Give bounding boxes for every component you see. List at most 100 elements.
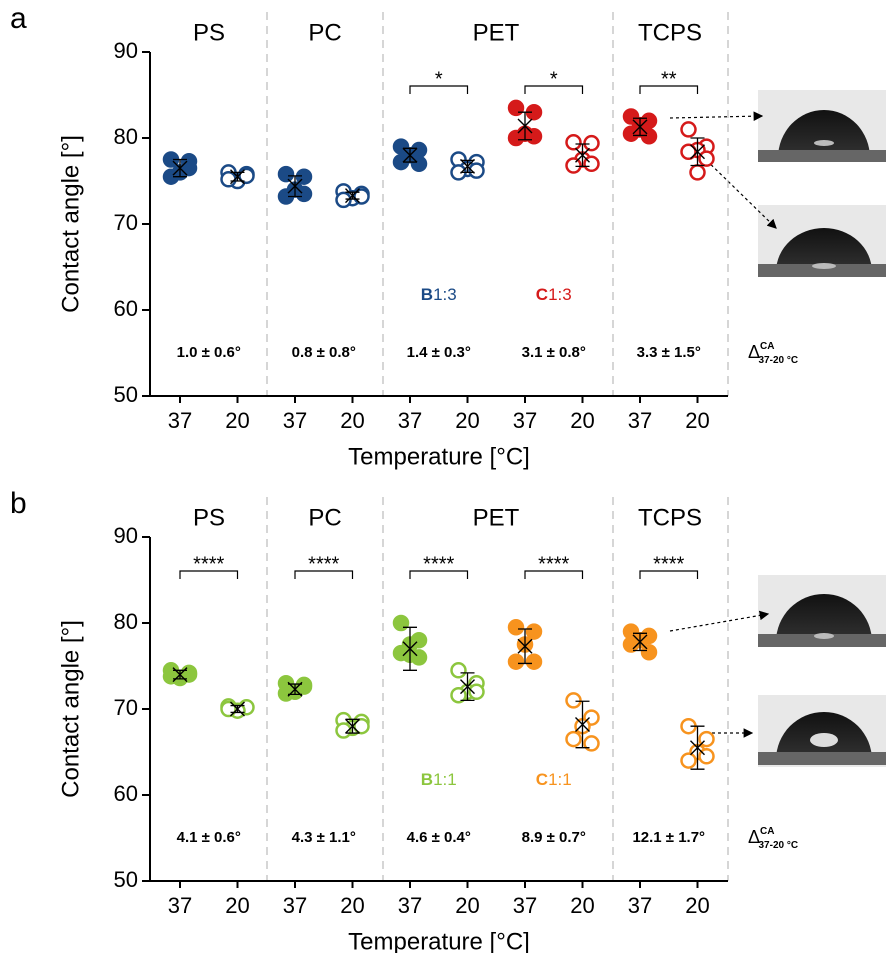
significance-bracket <box>294 570 354 579</box>
mean-marker <box>575 147 590 163</box>
data-point <box>468 162 485 179</box>
delta-value: 3.3 ± 1.5° <box>637 344 701 361</box>
delta-value: 12.1 ± 1.7° <box>632 829 705 846</box>
data-point <box>565 157 582 174</box>
x-tick-label: 37 <box>628 408 652 433</box>
data-point <box>507 653 525 670</box>
significance-label: * <box>550 68 558 90</box>
mean-marker <box>230 701 245 717</box>
y-tick-label: 70 <box>114 695 138 720</box>
y-tick-label: 60 <box>114 296 138 321</box>
mean-marker <box>517 638 533 654</box>
panel-label: a <box>10 2 27 35</box>
x-tick-label: 20 <box>340 408 364 433</box>
x-tick-label: 20 <box>340 893 364 918</box>
mean-marker <box>345 718 360 734</box>
x-tick-label: 20 <box>225 893 249 918</box>
significance-bracket <box>524 570 584 579</box>
data-point <box>353 717 370 735</box>
x-tick-label: 37 <box>398 408 422 433</box>
group-header: PET <box>473 19 520 46</box>
mean-marker <box>402 641 418 657</box>
data-point <box>468 683 485 701</box>
significance-label: **** <box>193 553 224 575</box>
data-point <box>583 134 600 152</box>
y-tick-label: 70 <box>114 210 138 235</box>
x-tick-label: 37 <box>398 893 422 918</box>
x-axis-label: Temperature [°C] <box>348 443 530 470</box>
delta-sup: CA <box>760 341 774 352</box>
annotation-ratio: 1:1 <box>548 770 572 789</box>
delta-value: 0.8 ± 0.8° <box>292 344 356 361</box>
delta-value: 1.4 ± 0.3° <box>407 344 471 361</box>
mean-marker <box>172 160 188 176</box>
data-point <box>565 134 582 151</box>
panel: b 50 60 70 80 90 Contact angle [°] Temperature … <box>10 487 798 953</box>
x-tick-label: 20 <box>455 408 479 433</box>
y-tick-label: 90 <box>114 38 138 63</box>
data-point <box>180 666 198 683</box>
y-tick-label: 80 <box>114 609 138 634</box>
data-point <box>680 121 697 138</box>
significance-bracket <box>639 85 699 94</box>
data-point <box>583 735 600 752</box>
y-tick-label: 60 <box>114 781 138 806</box>
data-point <box>698 150 715 167</box>
panel: a 50 60 70 80 90 Contact angle [°] Temperature … <box>10 2 798 470</box>
x-tick-label: 37 <box>283 893 307 918</box>
delta-symbol: Δ <box>748 342 760 362</box>
x-tick-label: 37 <box>513 893 537 918</box>
significance-bracket <box>179 570 239 579</box>
mean-marker <box>402 147 418 163</box>
delta-sup: CA <box>760 826 774 837</box>
group-header: TCPS <box>638 504 702 531</box>
significance-label: * <box>435 68 443 90</box>
delta-label: ΔCA 37-20 °C <box>748 826 798 851</box>
x-tick-label: 37 <box>168 408 192 433</box>
data-point <box>295 185 313 203</box>
mean-marker <box>460 679 475 695</box>
y-tick-label: 50 <box>114 382 138 407</box>
significance-label: **** <box>423 553 454 575</box>
delta-label: ΔCA 37-20 °C <box>748 341 798 366</box>
x-tick-label: 20 <box>225 408 249 433</box>
x-tick-label: 37 <box>628 893 652 918</box>
significance-label: ** <box>661 68 677 90</box>
delta-sub: 37-20 °C <box>758 840 798 851</box>
series-annotation: C1:3 <box>536 285 572 304</box>
mean-marker <box>690 740 705 756</box>
annotation-letter: B <box>421 770 433 789</box>
y-axis-label: Contact angle [°] <box>57 620 84 798</box>
delta-value: 3.1 ± 0.8° <box>522 344 586 361</box>
group-header: TCPS <box>638 19 702 46</box>
x-tick-label: 37 <box>513 408 537 433</box>
droplet-images <box>758 90 886 767</box>
data-point <box>680 752 697 769</box>
y-tick-label: 80 <box>114 124 138 149</box>
mean-marker <box>287 178 303 194</box>
data-point <box>295 676 313 694</box>
mean-marker <box>230 169 245 185</box>
group-header: PS <box>193 19 225 46</box>
panel-label: b <box>10 487 27 520</box>
data-point <box>180 159 198 177</box>
significance-label: **** <box>308 553 339 575</box>
mean-marker <box>690 144 705 160</box>
data-point <box>277 685 295 702</box>
data-point <box>450 662 467 679</box>
mean-marker <box>575 716 590 732</box>
delta-symbol: Δ <box>748 827 760 847</box>
mean-marker <box>345 188 360 204</box>
data-point <box>640 643 658 661</box>
x-tick-label: 20 <box>685 893 709 918</box>
data-point <box>277 165 295 183</box>
mean-marker <box>632 634 648 650</box>
data-point <box>507 129 525 147</box>
data-point <box>220 171 237 188</box>
annotation-letter: C <box>536 285 548 304</box>
data-point <box>335 722 352 739</box>
x-tick-label: 37 <box>168 893 192 918</box>
delta-sub: 37-20 °C <box>758 355 798 366</box>
group-header: PC <box>308 19 341 46</box>
